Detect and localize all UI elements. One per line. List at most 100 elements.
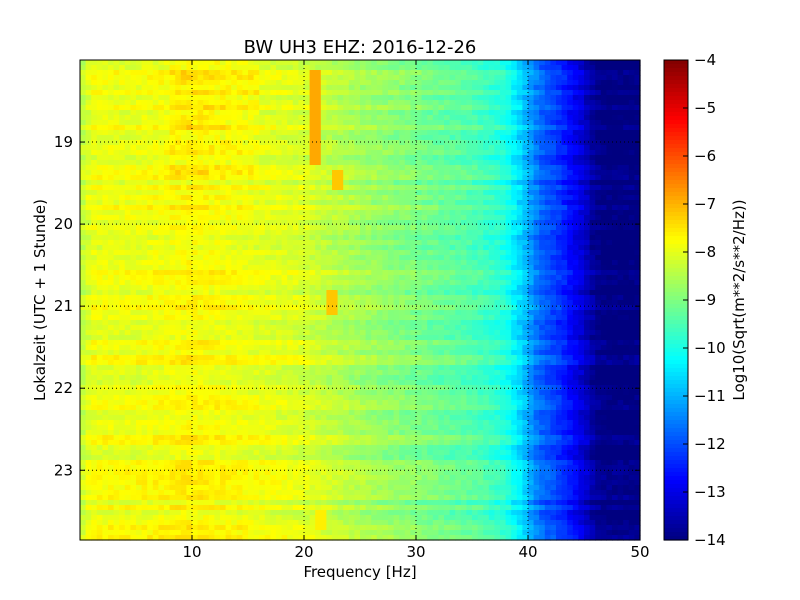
heatmap-cell: [326, 125, 333, 131]
heatmap-cell: [320, 120, 327, 126]
heatmap-cell: [421, 255, 428, 261]
heatmap-cell: [444, 85, 451, 91]
heatmap-cell: [337, 235, 344, 241]
heatmap-cell: [421, 80, 428, 86]
heatmap-cell: [533, 200, 540, 206]
heatmap-cell: [376, 215, 383, 221]
heatmap-cell: [444, 115, 451, 121]
heatmap-cell: [197, 270, 204, 276]
heatmap-cell: [292, 120, 299, 126]
heatmap-cell: [197, 215, 204, 221]
heatmap-cell: [539, 175, 546, 181]
heatmap-cell: [472, 225, 479, 231]
heatmap-cell: [169, 230, 176, 236]
heatmap-cell: [208, 285, 215, 291]
heatmap-cell: [382, 85, 389, 91]
heatmap-cell: [595, 155, 602, 161]
heatmap-cell: [343, 60, 350, 66]
heatmap-cell: [617, 100, 624, 106]
heatmap-cell: [533, 190, 540, 196]
heatmap-cell: [371, 190, 378, 196]
heatmap-cell: [466, 245, 473, 251]
heatmap-cell: [634, 210, 641, 216]
heatmap-cell: [186, 305, 193, 311]
heatmap-cell: [108, 225, 115, 231]
heatmap-cell: [427, 110, 434, 116]
heatmap-cell: [556, 210, 563, 216]
heatmap-cell: [628, 85, 635, 91]
heatmap-cell: [360, 160, 367, 166]
heatmap-cell: [466, 90, 473, 96]
heatmap-cell: [376, 265, 383, 271]
heatmap-cell: [388, 265, 395, 271]
heatmap-cell: [516, 165, 523, 171]
heatmap-cell: [119, 290, 126, 296]
heatmap-cell: [158, 90, 165, 96]
heatmap-cell: [393, 165, 400, 171]
heatmap-cell: [164, 295, 171, 301]
heatmap-cell: [589, 215, 596, 221]
heatmap-cell: [623, 145, 630, 151]
heatmap-cell: [438, 65, 445, 71]
heatmap-cell: [522, 175, 529, 181]
heatmap-cell: [572, 70, 579, 76]
heatmap-cell: [270, 190, 277, 196]
heatmap-cell: [500, 155, 507, 161]
heatmap-cell: [214, 170, 221, 176]
heatmap-cell: [231, 275, 238, 281]
heatmap-cell: [393, 210, 400, 216]
heatmap-cell: [404, 170, 411, 176]
heatmap-cell: [113, 230, 120, 236]
heatmap-cell: [533, 105, 540, 111]
heatmap-cell: [326, 270, 333, 276]
heatmap-cell: [108, 235, 115, 241]
heatmap-cell: [444, 135, 451, 141]
heatmap-cell: [332, 215, 339, 221]
heatmap-cell: [259, 80, 266, 86]
heatmap-cell: [511, 125, 518, 131]
heatmap-cell: [427, 295, 434, 301]
heatmap-cell: [505, 270, 512, 276]
heatmap-cell: [634, 235, 641, 241]
heatmap-cell: [337, 265, 344, 271]
heatmap-cell: [197, 295, 204, 301]
heatmap-cell: [606, 295, 613, 301]
heatmap-cell: [511, 75, 518, 81]
heatmap-cell: [578, 90, 585, 96]
heatmap-cell: [606, 135, 613, 141]
heatmap-cell: [281, 80, 288, 86]
heatmap-cell: [612, 305, 619, 311]
heatmap-cell: [595, 255, 602, 261]
heatmap-cell: [539, 295, 546, 301]
heatmap-cell: [561, 220, 568, 226]
heatmap-cell: [460, 70, 467, 76]
heatmap-cell: [220, 295, 227, 301]
heatmap-cell: [164, 75, 171, 81]
heatmap-cell: [91, 210, 98, 216]
heatmap-cell: [382, 115, 389, 121]
heatmap-cell: [488, 145, 495, 151]
heatmap-cell: [197, 180, 204, 186]
heatmap-cell: [91, 205, 98, 211]
heatmap-cell: [158, 265, 165, 271]
heatmap-cell: [186, 75, 193, 81]
heatmap-cell: [343, 75, 350, 81]
heatmap-cell: [180, 220, 187, 226]
heatmap-cell: [113, 135, 120, 141]
heatmap-cell: [360, 210, 367, 216]
heatmap-cell: [455, 80, 462, 86]
heatmap-cell: [136, 295, 143, 301]
heatmap-cell: [270, 125, 277, 131]
heatmap-cell: [337, 95, 344, 101]
heatmap-cell: [544, 235, 551, 241]
heatmap-cell: [270, 75, 277, 81]
heatmap-cell: [220, 100, 227, 106]
heatmap-cell: [376, 85, 383, 91]
heatmap-cell: [113, 210, 120, 216]
heatmap-cell: [533, 155, 540, 161]
heatmap-cell: [152, 100, 159, 106]
heatmap-cell: [180, 140, 187, 146]
heatmap-cell: [500, 110, 507, 116]
heatmap-cell: [320, 225, 327, 231]
heatmap-cell: [550, 220, 557, 226]
